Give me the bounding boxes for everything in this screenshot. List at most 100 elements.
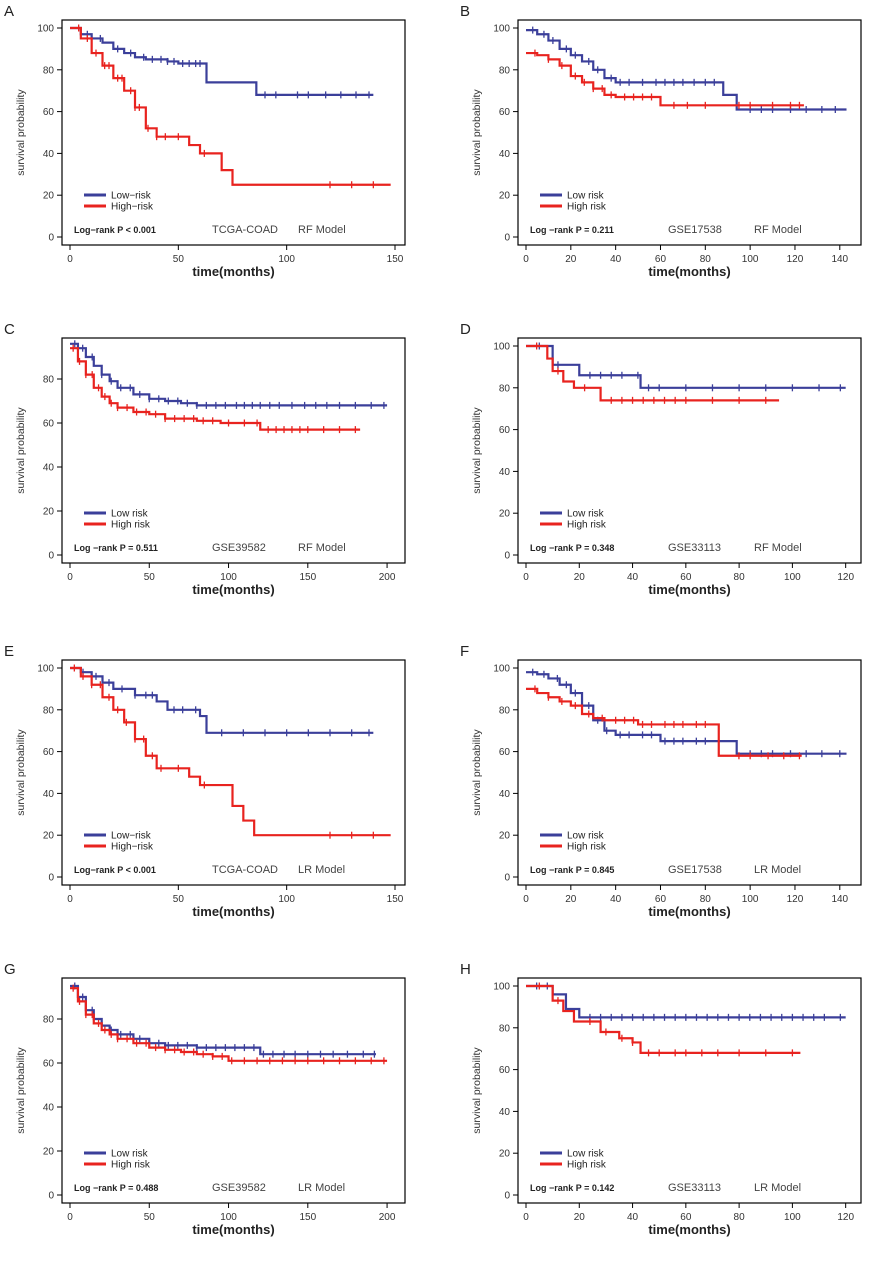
y-tick-label: 0	[48, 233, 54, 244]
y-tick-label: 60	[43, 419, 55, 430]
y-tick-label: 40	[43, 463, 55, 474]
y-tick-label: 80	[499, 705, 511, 716]
km-plot-f: F 0 20 40 60 80 100 0 20 40 60 80 100 120 140 time(mont…	[460, 643, 862, 919]
x-tick-label: 0	[523, 1212, 529, 1223]
x-tick-label: 40	[627, 1212, 639, 1223]
legend-label: High risk	[567, 842, 607, 853]
panel-label: F	[460, 643, 469, 660]
y-tick-label: 0	[504, 1191, 510, 1202]
x-axis-label: time(months)	[192, 1222, 274, 1237]
panel-label: A	[4, 3, 14, 20]
legend-label: Low risk	[111, 1149, 149, 1160]
dataset-label: GSE17538	[668, 864, 722, 876]
plot-frame	[61, 19, 406, 246]
km-plot-h: H 0 20 40 60 80 100 0 20 40 60 80 100 120 time(months)…	[460, 961, 862, 1237]
panel-label: G	[4, 961, 16, 978]
pvalue-label: Log −rank P = 0.211	[530, 225, 614, 235]
plot-frame	[61, 659, 406, 886]
y-tick-label: 60	[43, 107, 55, 118]
y-tick-label: 80	[499, 383, 511, 394]
y-tick-label: 40	[499, 149, 511, 160]
plot-frame	[517, 977, 862, 1204]
x-tick-label: 140	[831, 894, 848, 905]
x-tick-label: 0	[67, 1212, 73, 1223]
plot-frame	[517, 19, 862, 246]
x-tick-label: 0	[67, 572, 73, 583]
legend-label: High risk	[111, 520, 151, 531]
y-tick-label: 60	[43, 747, 55, 758]
y-axis-label: survival probability	[15, 407, 27, 494]
y-tick-label: 40	[499, 789, 511, 800]
model-label: RF Model	[754, 224, 802, 236]
x-tick-label: 100	[220, 1212, 237, 1223]
y-tick-label: 40	[43, 1103, 55, 1114]
y-tick-label: 20	[499, 509, 511, 520]
panel-label: D	[460, 321, 471, 338]
model-label: LR Model	[298, 864, 345, 876]
x-tick-label: 120	[787, 894, 804, 905]
y-tick-label: 60	[499, 425, 511, 436]
y-tick-label: 100	[493, 342, 510, 353]
legend-label: High−risk	[111, 842, 154, 853]
legend-label: High risk	[567, 202, 607, 213]
y-tick-label: 80	[43, 705, 55, 716]
km-curve-high-risk	[70, 987, 388, 1062]
y-tick-label: 80	[499, 65, 511, 76]
panel-d: D 0 20 40 60 80 100 0 20 40 60 80 100 120 time(months)…	[456, 318, 876, 618]
x-tick-label: 60	[680, 1212, 692, 1223]
y-tick-label: 0	[504, 233, 510, 244]
legend-label: High risk	[567, 520, 607, 531]
x-axis-label: time(months)	[192, 264, 274, 279]
x-axis-label: time(months)	[648, 582, 730, 597]
x-tick-label: 120	[837, 572, 854, 583]
legend-label: Low−risk	[111, 831, 152, 842]
x-axis-label: time(months)	[648, 264, 730, 279]
legend-label: Low risk	[111, 509, 149, 520]
panel-f: F 0 20 40 60 80 100 0 20 40 60 80 100 120 140 time(mont…	[456, 640, 876, 940]
dataset-label: GSE33113	[668, 542, 721, 554]
x-tick-label: 100	[742, 254, 759, 265]
km-curve-high-risk	[526, 687, 802, 757]
legend-label: Low risk	[567, 1149, 605, 1160]
y-tick-label: 20	[43, 507, 55, 518]
model-label: LR Model	[298, 1182, 345, 1194]
km-plot-d: D 0 20 40 60 80 100 0 20 40 60 80 100 120 time(months)…	[460, 321, 862, 597]
x-tick-label: 100	[278, 894, 295, 905]
pvalue-label: Log −rank P = 0.142	[530, 1183, 614, 1193]
model-label: LR Model	[754, 864, 801, 876]
x-tick-label: 100	[784, 1212, 801, 1223]
x-tick-label: 20	[574, 572, 586, 583]
y-tick-label: 100	[37, 664, 54, 675]
legend-label: Low risk	[567, 191, 605, 202]
x-tick-label: 0	[523, 894, 529, 905]
y-tick-label: 20	[499, 1149, 511, 1160]
y-tick-label: 100	[493, 24, 510, 35]
y-axis-label: survival probability	[471, 407, 483, 494]
x-tick-label: 50	[173, 254, 185, 265]
y-tick-label: 0	[504, 873, 510, 884]
km-curve-high-risk	[70, 666, 391, 837]
x-tick-label: 150	[299, 572, 316, 583]
y-axis-label: survival probability	[15, 89, 27, 176]
km-curve-high-risk	[526, 344, 780, 402]
y-tick-label: 80	[43, 65, 55, 76]
y-tick-label: 100	[493, 982, 510, 993]
km-plot-g: G 0 20 40 60 80 0 50 100 150 200 time(months) surviv…	[4, 961, 406, 1237]
y-tick-label: 0	[504, 551, 510, 562]
x-tick-label: 150	[387, 254, 404, 265]
x-tick-label: 100	[742, 894, 759, 905]
x-tick-label: 150	[387, 894, 404, 905]
x-tick-label: 0	[67, 894, 73, 905]
x-tick-label: 60	[655, 254, 667, 265]
dataset-label: GSE39582	[212, 1182, 266, 1194]
km-plot-a: A 0 20 40 60 80 100 0 50 100 150 time(months) surviv…	[4, 3, 406, 279]
km-curve-low-risk	[526, 28, 847, 111]
y-tick-label: 100	[37, 24, 54, 35]
panel-b: B 0 20 40 60 80 100 0 20 40 60 80 100 120 140 time(mont…	[456, 0, 876, 300]
y-tick-label: 60	[499, 1065, 511, 1076]
x-tick-label: 50	[144, 572, 156, 583]
y-tick-label: 60	[499, 107, 511, 118]
x-tick-label: 0	[67, 254, 73, 265]
x-tick-label: 200	[379, 1212, 396, 1223]
y-tick-label: 0	[48, 551, 54, 562]
